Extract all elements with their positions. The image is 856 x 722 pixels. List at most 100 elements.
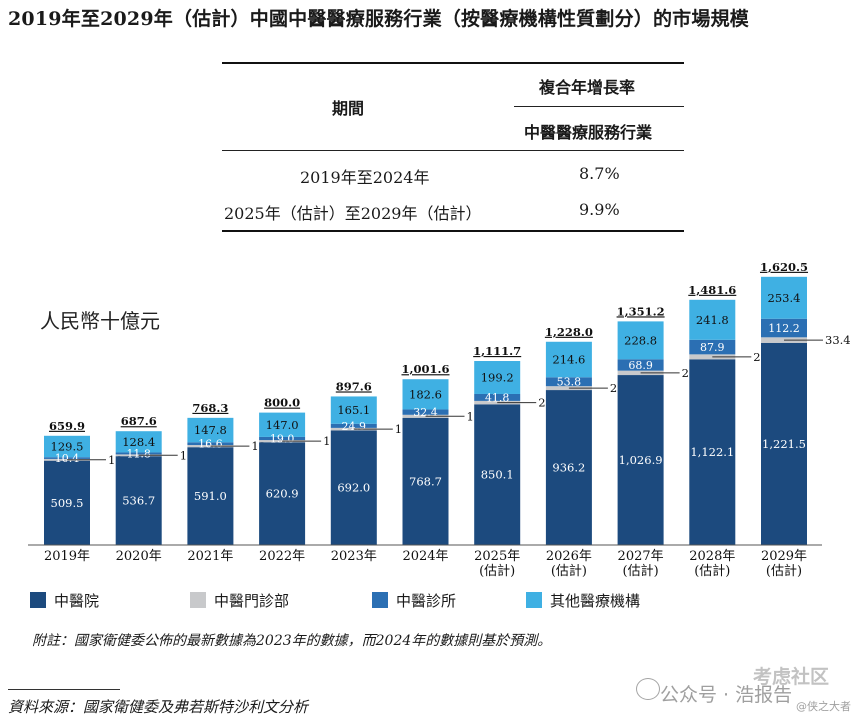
data-label: 129.5 [51,440,84,454]
x-tick-label: 2022年 [259,549,305,564]
bar-segment [115,452,162,455]
data-label: 32.4 [413,406,438,419]
data-label: 16.6 [198,438,223,451]
data-label: 228.8 [624,333,657,347]
data-label: 182.6 [409,387,442,401]
bar-segment [617,359,664,371]
legend-item-hospital: 中醫院 [30,590,99,611]
watermark-community: 考虑社区 [753,666,830,688]
bar-segment [330,396,377,424]
bar-segment [115,456,162,545]
bar-segment [474,393,521,401]
data-label: 1,221.5 [762,437,806,451]
bar-segment [689,299,736,340]
data-label: 128.4 [122,435,155,449]
total-label: 1,481.6 [688,283,736,297]
x-tick-label: (估計) [479,563,515,579]
data-label: 41.8 [485,391,510,404]
footnote: 附註：國家衛健委公佈的最新數據為2023年的數據，而2024年的數據則基於預測。 [32,633,552,649]
data-label: 253.4 [768,291,801,305]
data-label: 24.9 [342,420,367,433]
legend-item-clinic: 中醫診所 [372,590,456,611]
bar-segment [259,436,306,441]
total-label: 800.0 [264,396,300,410]
data-label: 850.1 [481,468,514,482]
legend-swatch [526,592,542,608]
legend-label: 中醫門診部 [214,592,290,610]
bar-segment [44,435,90,458]
total-label: 659.9 [49,419,85,433]
bar-segment [259,442,306,545]
data-label: 199.2 [481,370,514,384]
data-label: 10.4 [55,452,80,465]
chart-title: 2019年至2029年（估計）中國中醫醫療服務行業（按醫療機構性質劃分）的市場規… [8,8,749,30]
legend-label: 中醫院 [54,592,100,610]
x-tick-label: 2023年 [331,549,377,564]
bar-segment [44,460,90,545]
bar-segment [474,404,521,545]
x-tick-label: 2026年 [546,549,592,564]
bar-segment [617,375,664,545]
legend-swatch [372,592,388,608]
cagr-header: 複合年增長率 [539,78,636,97]
bar-segment [259,412,306,437]
bar-segment [761,342,807,545]
bar-segment [187,447,234,545]
bar-segment [44,457,90,459]
bar-segment [402,417,449,545]
x-tick-label: 2025年 [474,549,520,564]
wechat-logo-icon [636,678,660,700]
total-label: 1,111.7 [473,344,521,358]
bar-segment [330,430,377,545]
stacked-bar-chart: 人民幣十億元509.510.4129.510.5659.92019年536.71… [0,230,856,590]
legend-swatch [30,592,46,608]
source-note: 資料來源：國家衛健委及弗若斯特沙利文分析 [8,698,309,716]
data-label: 620.9 [266,487,299,501]
data-label: 768.7 [409,474,442,488]
legend-item-outpatient: 中醫門診部 [190,590,289,611]
bar-segment [187,417,234,443]
bar-segment [402,409,449,415]
bar-segment [330,423,377,428]
bar-segment [761,276,807,319]
cagr-row-value: 8.7% [579,164,620,183]
legend-item-other: 其他醫療機構 [526,590,640,611]
data-label: 11.8 [126,447,151,460]
x-tick-label: 2020年 [116,549,162,564]
data-label: 1,026.9 [619,453,663,467]
bar-segment [689,359,736,545]
data-label: 536.7 [122,494,155,508]
data-label: 591.0 [194,489,227,503]
total-label: 687.6 [121,414,157,428]
data-label: 509.5 [51,496,84,510]
data-label: 33.4 [825,333,851,347]
cagr-row-period: 2025年（估計）至2029年（估計） [224,204,482,223]
data-label: 692.0 [337,481,370,495]
total-label: 1,228.0 [545,325,593,339]
watermark-account: 公众号 · 浩报告 [660,684,793,706]
x-tick-label: (估計) [551,563,587,579]
data-label: 19.0 [270,433,295,446]
data-label: 147.0 [266,418,299,432]
bar-segment [545,390,592,545]
cagr-row-period: 2019年至2024年 [300,168,430,187]
period-header: 期間 [332,99,365,118]
x-tick-label: 2021年 [187,549,233,564]
bar-segment [617,321,664,360]
data-label: 214.6 [552,353,585,367]
data-label: 87.9 [700,341,725,354]
source-divider [8,689,120,690]
total-label: 768.3 [192,401,228,415]
x-tick-label: (估計) [694,563,730,579]
bar-segment [187,442,234,446]
data-label: 147.8 [194,423,227,437]
x-tick-label: (估計) [623,563,659,579]
total-label: 1,001.6 [401,362,449,376]
x-tick-label: 2027年 [618,549,664,564]
bar-segment [402,379,449,410]
x-tick-label: 2028年 [689,549,735,564]
bar-segment [761,318,807,338]
industry-subheader: 中醫醫療服務行業 [524,123,653,142]
chart-canvas: 人民幣十億元509.510.4129.510.5659.92019年536.71… [28,260,851,579]
total-label: 1,620.5 [760,260,808,274]
